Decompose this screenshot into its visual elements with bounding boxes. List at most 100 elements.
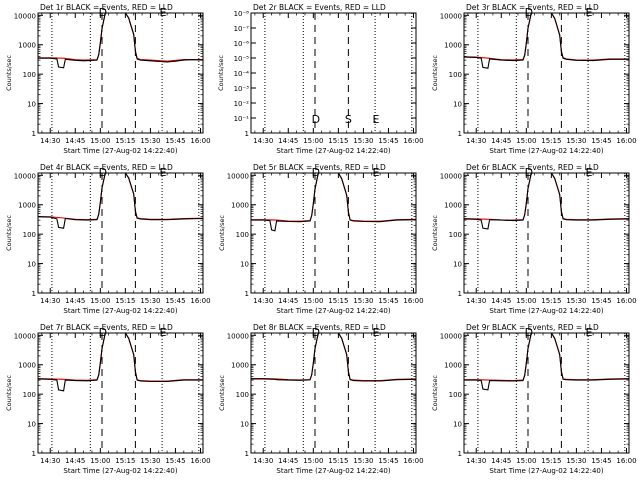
x-tick-label: 15:15	[541, 457, 561, 465]
x-axis-label: Start Time (27-Aug-02 14:22:40)	[276, 467, 390, 475]
x-tick-label: 14:45	[491, 137, 511, 145]
y-tick-label: 1	[458, 130, 462, 138]
x-tick-label: 16:00	[403, 137, 423, 145]
x-tick-label: 15:00	[516, 297, 536, 305]
panel-title: Det 2r BLACK = Events, RED = LLD	[253, 3, 386, 12]
y-tick-label: 1	[245, 130, 249, 138]
x-tick-label: 16:00	[190, 297, 210, 305]
y-tick-label: 10⁻⁷	[234, 25, 250, 33]
x-tick-label: 15:30	[566, 457, 586, 465]
y-tick-label: 10000	[227, 172, 249, 180]
x-tick-label: 14:30	[253, 297, 273, 305]
plot-frame	[463, 172, 630, 294]
x-tick-label: 14:30	[40, 137, 60, 145]
panel-title: Det 5r BLACK = Events, RED = LLD	[253, 163, 386, 172]
chart-panel-2: D S E 1 10⁻¹ 10⁻² 10⁻³ 10⁻⁴ 10⁻⁵ 10⁻⁶ 10⁻⁷ 10⁻⁸ 14:3…	[217, 3, 424, 155]
y-tick-label: 1	[32, 290, 36, 298]
x-tick-label: 16:00	[616, 297, 636, 305]
x-tick-label: 15:45	[591, 457, 611, 465]
y-tick-label: 100	[23, 231, 36, 239]
y-tick-label: 1000	[18, 362, 36, 370]
x-tick-label: 15:15	[328, 457, 348, 465]
panel-title: Det 3r BLACK = Events, RED = LLD	[466, 3, 599, 12]
y-tick-label: 100	[449, 231, 462, 239]
y-axis-label: Counts/sec	[5, 375, 13, 411]
x-axis-label: Start Time (27-Aug-02 14:22:40)	[489, 147, 603, 155]
x-tick-label: 14:45	[278, 297, 298, 305]
y-axis-label: Counts/sec	[5, 55, 13, 91]
panel-title: Det 9r BLACK = Events, RED = LLD	[466, 323, 599, 332]
x-tick-label: 16:00	[616, 137, 636, 145]
panel-title: Det 6r BLACK = Events, RED = LLD	[466, 163, 599, 172]
x-tick-label: 16:00	[403, 457, 423, 465]
y-axis-label: Counts/sec	[431, 375, 439, 411]
x-tick-label: 15:45	[378, 137, 398, 145]
x-tick-label: 14:30	[40, 457, 60, 465]
x-tick-label: 15:45	[165, 297, 185, 305]
y-tick-label: 10	[240, 421, 249, 429]
y-axis-label: Counts/sec	[218, 215, 226, 251]
y-tick-label: 10⁻⁵	[234, 55, 250, 63]
plot-frame	[37, 332, 204, 454]
x-axis-label: Start Time (27-Aug-02 14:22:40)	[276, 147, 390, 155]
series-line-events	[464, 333, 629, 391]
y-tick-label: 1000	[18, 42, 36, 50]
x-tick-label: 16:00	[403, 297, 423, 305]
event-marker-s: S	[345, 113, 352, 126]
x-tick-label: 16:00	[616, 457, 636, 465]
x-tick-label: 14:45	[65, 297, 85, 305]
y-tick-label: 100	[236, 231, 249, 239]
y-tick-label: 1	[32, 130, 36, 138]
event-marker-e: E	[372, 113, 379, 126]
x-tick-label: 14:30	[466, 297, 486, 305]
y-tick-label: 10	[240, 261, 249, 269]
x-tick-label: 16:00	[190, 457, 210, 465]
y-axis-label: Counts/sec	[431, 55, 439, 91]
y-tick-label: 1	[458, 450, 462, 458]
x-tick-label: 15:45	[165, 137, 185, 145]
series-line-events	[464, 13, 629, 69]
y-tick-label: 100	[449, 391, 462, 399]
y-tick-label: 10⁻⁶	[234, 40, 250, 48]
x-axis-label: Start Time (27-Aug-02 14:22:40)	[489, 467, 603, 475]
x-axis-label: Start Time (27-Aug-02 14:22:40)	[63, 307, 177, 315]
x-tick-label: 15:30	[140, 297, 160, 305]
y-tick-label: 10000	[14, 12, 36, 20]
y-tick-label: 1000	[18, 202, 36, 210]
panel-title: Det 1r BLACK = Events, RED = LLD	[40, 3, 173, 12]
series-line-lld	[38, 173, 203, 221]
x-tick-label: 15:30	[353, 137, 373, 145]
y-tick-label: 1	[32, 450, 36, 458]
series-line-lld	[251, 173, 416, 222]
plot-frame	[463, 332, 630, 454]
y-tick-label: 1	[245, 290, 249, 298]
plot-frame	[250, 172, 417, 294]
x-tick-label: 15:00	[90, 137, 110, 145]
y-tick-label: 1000	[444, 202, 462, 210]
x-tick-label: 14:45	[278, 457, 298, 465]
y-tick-label: 10⁻³	[234, 85, 250, 93]
plot-frame	[250, 12, 417, 134]
x-tick-label: 16:00	[190, 137, 210, 145]
y-tick-label: 10⁻²	[234, 100, 250, 108]
series-line-events	[251, 173, 416, 232]
y-tick-label: 100	[449, 71, 462, 79]
y-tick-label: 1	[245, 450, 249, 458]
x-tick-label: 14:30	[466, 457, 486, 465]
x-tick-label: 15:00	[303, 137, 323, 145]
x-tick-label: 14:30	[466, 137, 486, 145]
x-tick-label: 15:00	[303, 297, 323, 305]
y-axis-label: Counts/sec	[218, 375, 226, 411]
x-tick-label: 14:45	[491, 457, 511, 465]
x-tick-label: 15:45	[378, 297, 398, 305]
series-line-lld	[464, 173, 629, 221]
y-tick-label: 100	[236, 391, 249, 399]
panel-title: Det 7r BLACK = Events, RED = LLD	[40, 323, 173, 332]
x-tick-label: 15:30	[140, 457, 160, 465]
series-line-lld	[464, 13, 629, 61]
